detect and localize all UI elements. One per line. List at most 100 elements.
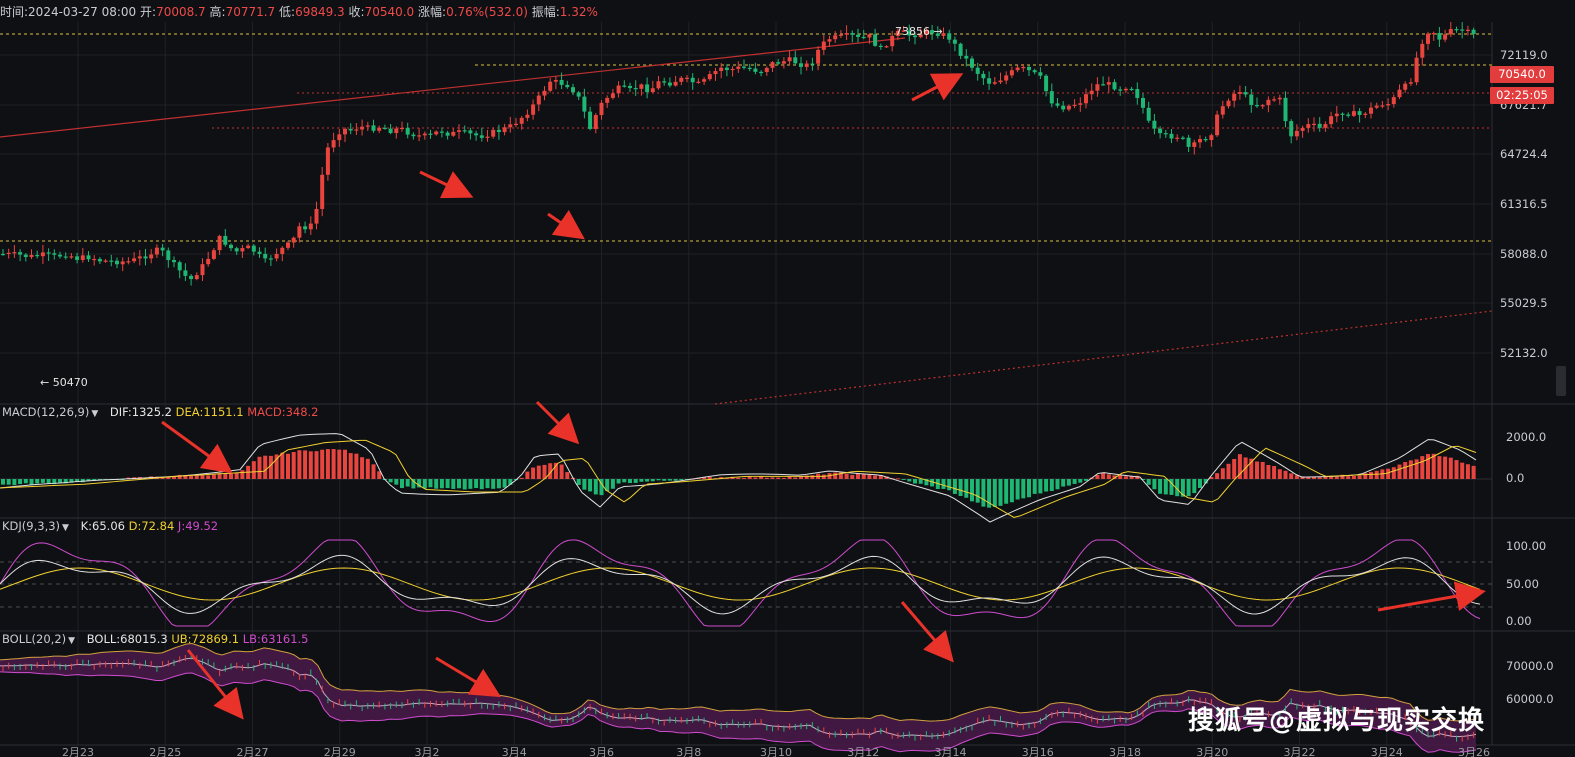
candle-body: [935, 33, 940, 36]
dropdown-caret-icon[interactable]: ▼: [62, 523, 69, 533]
macd-bar: [531, 467, 536, 479]
annotation-arrow: [547, 210, 585, 240]
macd-bar: [878, 475, 883, 479]
candle-body: [331, 140, 336, 148]
macd-bar: [747, 476, 752, 479]
macd-bar: [1232, 458, 1237, 479]
candle-body: [850, 33, 855, 35]
kdj-header[interactable]: KDJ(9,3,3) ▼ K:65.06 D:72.84 J:49.52: [2, 519, 218, 533]
macd-bar: [1294, 475, 1299, 479]
date-axis: 2月23 2月25 2月27 2月29 3月2 3月4 3月6 3月8 3月10 3月12 3月14…: [62, 746, 1490, 757]
macd-bar: [736, 477, 741, 479]
macd-bar: [964, 479, 969, 498]
macd-bar: [331, 449, 336, 479]
close-label: 收:: [348, 5, 365, 19]
candle-body: [1135, 89, 1140, 98]
candle-body: [1243, 92, 1248, 95]
amplitude-value: 1.32%: [559, 5, 598, 19]
price-tick-label: 55029.5: [1500, 296, 1548, 310]
macd-bar: [234, 473, 239, 479]
candle-body: [177, 262, 182, 271]
close-value: 70540.0: [364, 5, 415, 19]
candle-body: [525, 114, 530, 118]
macd-header[interactable]: MACD(12,26,9) ▼ DIF:1325.2 DEA:1151.1 MAC…: [2, 405, 319, 419]
macd-bar: [194, 474, 199, 479]
macd-bar: [599, 479, 604, 496]
candle-body: [970, 58, 974, 68]
annotation-arrows: [161, 73, 1486, 720]
candle-body: [109, 260, 114, 262]
macd-bar: [884, 476, 889, 479]
candle-body: [86, 255, 91, 260]
candle-body: [388, 128, 393, 134]
candle-body: [856, 34, 860, 37]
candle-body: [685, 77, 689, 79]
candle-body: [810, 63, 815, 65]
candle-body: [628, 85, 632, 89]
macd-bar: [354, 453, 359, 479]
boll-ub: UB:72869.1: [171, 632, 240, 646]
candle-body: [1175, 137, 1180, 139]
macd-bar: [1192, 479, 1197, 494]
candle-body: [964, 55, 969, 59]
boll-header[interactable]: BOLL(20,2) ▼ BOLL:68015.3 UB:72869.1 LB:6…: [2, 632, 309, 646]
macd-bar: [18, 479, 23, 485]
macd-bar: [1163, 479, 1168, 495]
macd-bar: [958, 479, 963, 497]
candle-body: [941, 33, 946, 36]
macd-bar: [1135, 475, 1140, 479]
candle-body: [143, 256, 148, 259]
low-marker-label: ← 50470: [40, 376, 88, 389]
macd-bar: [1038, 479, 1043, 494]
candle-body: [1192, 142, 1197, 147]
macd-bar: [553, 462, 558, 479]
dropdown-caret-icon[interactable]: ▼: [68, 636, 76, 646]
macd-bar: [1289, 473, 1294, 479]
candle-body: [1158, 128, 1163, 134]
macd-bar: [286, 453, 290, 479]
date-tick-label: 3月4: [502, 746, 527, 757]
macd-bar: [1443, 456, 1448, 479]
candle-body: [1260, 105, 1265, 107]
macd-bar: [52, 479, 57, 485]
candle-body: [878, 45, 883, 48]
macd-bar: [559, 464, 564, 479]
macd-bar: [1078, 479, 1083, 483]
macd-bar: [217, 473, 222, 479]
macd-bar: [1044, 479, 1049, 492]
candle-body: [451, 131, 456, 136]
candle-body: [1015, 67, 1020, 71]
macd-bar: [325, 449, 330, 479]
candle-body: [183, 270, 188, 276]
candle-body: [804, 63, 809, 67]
candle-body: [1027, 66, 1031, 71]
candle-body: [320, 174, 325, 209]
date-tick-label: 3月8: [676, 746, 701, 757]
macd-bar: [1175, 479, 1180, 497]
macd-bar: [970, 479, 974, 502]
dropdown-caret-icon[interactable]: ▼: [91, 409, 99, 419]
macd-bar: [365, 458, 370, 479]
candle-body: [80, 255, 85, 260]
macd-bar: [605, 479, 610, 492]
macd-bar: [895, 478, 900, 480]
macd-bar: [1266, 465, 1271, 479]
macd-bar: [1437, 456, 1442, 479]
candle-body: [206, 258, 211, 265]
annotation-arrow: [911, 73, 964, 102]
candle-body: [371, 125, 376, 131]
macd-bar: [781, 477, 786, 479]
candle-body: [1334, 113, 1339, 117]
candle-body: [1426, 33, 1430, 44]
candle-body: [1209, 135, 1214, 140]
candle-body: [1, 253, 5, 256]
candle-body: [69, 256, 74, 258]
ohlc-infobar: 时间:2024-03-27 08:00 开:70008.7 高:70771.7 …: [0, 3, 598, 20]
scroll-handle[interactable]: [1556, 366, 1566, 396]
trend-line: [714, 310, 1493, 405]
candle-body: [445, 132, 450, 136]
candle-body: [405, 127, 410, 135]
macd-panel: [0, 433, 1492, 523]
macd-bar: [6, 479, 11, 485]
candle-body: [1021, 66, 1026, 69]
